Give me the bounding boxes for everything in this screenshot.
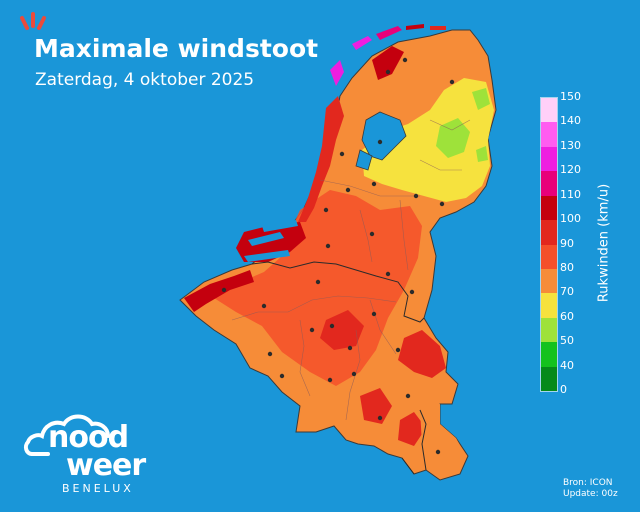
city-dot xyxy=(405,393,411,399)
noodweer-cloud-logo-icon xyxy=(23,414,110,456)
legend-tick-label: 90 xyxy=(560,236,574,250)
belgian-coast-red xyxy=(184,270,254,312)
city-dot xyxy=(261,303,267,309)
wadden-island-ameland xyxy=(406,24,424,30)
city-dot xyxy=(347,345,353,351)
city-dot xyxy=(371,181,377,187)
legend-tick-label: 140 xyxy=(560,114,581,128)
city-dot xyxy=(221,287,227,293)
city-dot xyxy=(377,415,383,421)
city-dot xyxy=(325,243,331,249)
wadden-island-terschelling xyxy=(376,26,402,40)
legend-swatch xyxy=(541,98,557,123)
legend-tick-label: 60 xyxy=(560,309,574,323)
city-markers xyxy=(221,57,455,455)
city-dot xyxy=(439,201,445,207)
city-dot xyxy=(339,151,345,157)
city-dot xyxy=(449,79,455,85)
city-dot xyxy=(315,279,321,285)
city-dot xyxy=(267,351,273,357)
city-dot xyxy=(327,377,333,383)
city-dot xyxy=(409,289,415,295)
legend-tick-label: 150 xyxy=(560,90,581,103)
city-dot xyxy=(395,347,401,353)
legend-swatch xyxy=(541,317,557,343)
city-dot xyxy=(377,139,383,145)
city-dot xyxy=(323,207,329,213)
sun-rays-icon xyxy=(20,12,46,30)
gust-zone-90-ardennes xyxy=(398,412,426,446)
city-dot xyxy=(371,311,377,317)
map-date-subtitle: Zaterdag, 4 oktober 2025 xyxy=(35,70,255,90)
legend-swatch xyxy=(541,342,557,368)
wadden-island-schiermonnikoog xyxy=(430,26,446,30)
legend-tick-label: 130 xyxy=(560,138,581,152)
gust-zone-50-patch-2 xyxy=(472,88,490,110)
legend-title: Rukwinden (km/u) xyxy=(596,183,612,303)
city-dot xyxy=(279,373,285,379)
ijsselmeer-water xyxy=(361,111,407,161)
city-dot xyxy=(309,327,315,333)
map-title: Maximale windstoot xyxy=(34,34,319,63)
legend-tick-label: 40 xyxy=(560,358,574,372)
gust-zone-90-south xyxy=(360,388,392,424)
gust-zone-90-east xyxy=(398,330,446,378)
gust-zone-lux xyxy=(420,404,466,478)
logo-benelux: BENELUX xyxy=(62,482,134,495)
legend-tick-label: 110 xyxy=(560,187,581,201)
legend-tick-label: 50 xyxy=(560,334,574,348)
logo-word-nood: nood xyxy=(48,420,129,455)
legend-swatch xyxy=(541,220,557,245)
gust-zone-80 xyxy=(214,190,422,386)
city-dot xyxy=(345,187,351,193)
legend-swatch xyxy=(541,171,557,197)
city-dot xyxy=(351,371,357,377)
city-dot xyxy=(402,57,408,63)
gust-zone-90-centre xyxy=(320,310,364,350)
legend-swatch xyxy=(541,268,557,294)
legend-swatch xyxy=(541,244,557,270)
gust-legend-colorbar xyxy=(540,97,558,392)
north-holland-tip xyxy=(372,46,404,80)
logo-word-weer: weer xyxy=(66,448,146,483)
update-credit: Update: 00z xyxy=(563,489,618,499)
city-dot xyxy=(385,271,391,277)
city-dot xyxy=(369,231,375,237)
map-credits: Bron: ICON Update: 00z xyxy=(563,478,618,500)
province-borders xyxy=(231,119,471,421)
legend-tick-label: 0 xyxy=(560,383,567,396)
city-dot xyxy=(435,449,441,455)
city-dot xyxy=(413,193,419,199)
source-credit: Bron: ICON xyxy=(563,478,613,488)
legend-swatch xyxy=(541,293,557,319)
legend-tick-label: 80 xyxy=(560,260,574,274)
haringvliet-water xyxy=(262,220,298,232)
be-lux-border xyxy=(401,409,427,475)
wadden-island-vlieland xyxy=(352,36,372,50)
legend-swatch xyxy=(541,195,557,221)
wadden-island-texel xyxy=(330,60,344,86)
gust-zone-50-patch-3 xyxy=(476,146,488,162)
legend-tick-label: 100 xyxy=(560,212,581,226)
oosterschelde-water xyxy=(248,232,284,246)
gust-zone-90-coast xyxy=(298,96,344,222)
legend-swatch xyxy=(541,366,557,392)
legend-swatch xyxy=(541,122,557,148)
city-dot xyxy=(385,69,391,75)
legend-tick-label: 70 xyxy=(560,285,574,299)
nl-be-border xyxy=(251,261,425,323)
legend-swatch xyxy=(541,146,557,172)
gust-zone-50-patch xyxy=(436,118,470,158)
gust-zone-60 xyxy=(362,78,494,202)
markermeer-water xyxy=(355,149,373,171)
westerschelde-water xyxy=(244,250,290,262)
legend-tick-label: 120 xyxy=(560,163,581,177)
city-dot xyxy=(329,323,335,329)
